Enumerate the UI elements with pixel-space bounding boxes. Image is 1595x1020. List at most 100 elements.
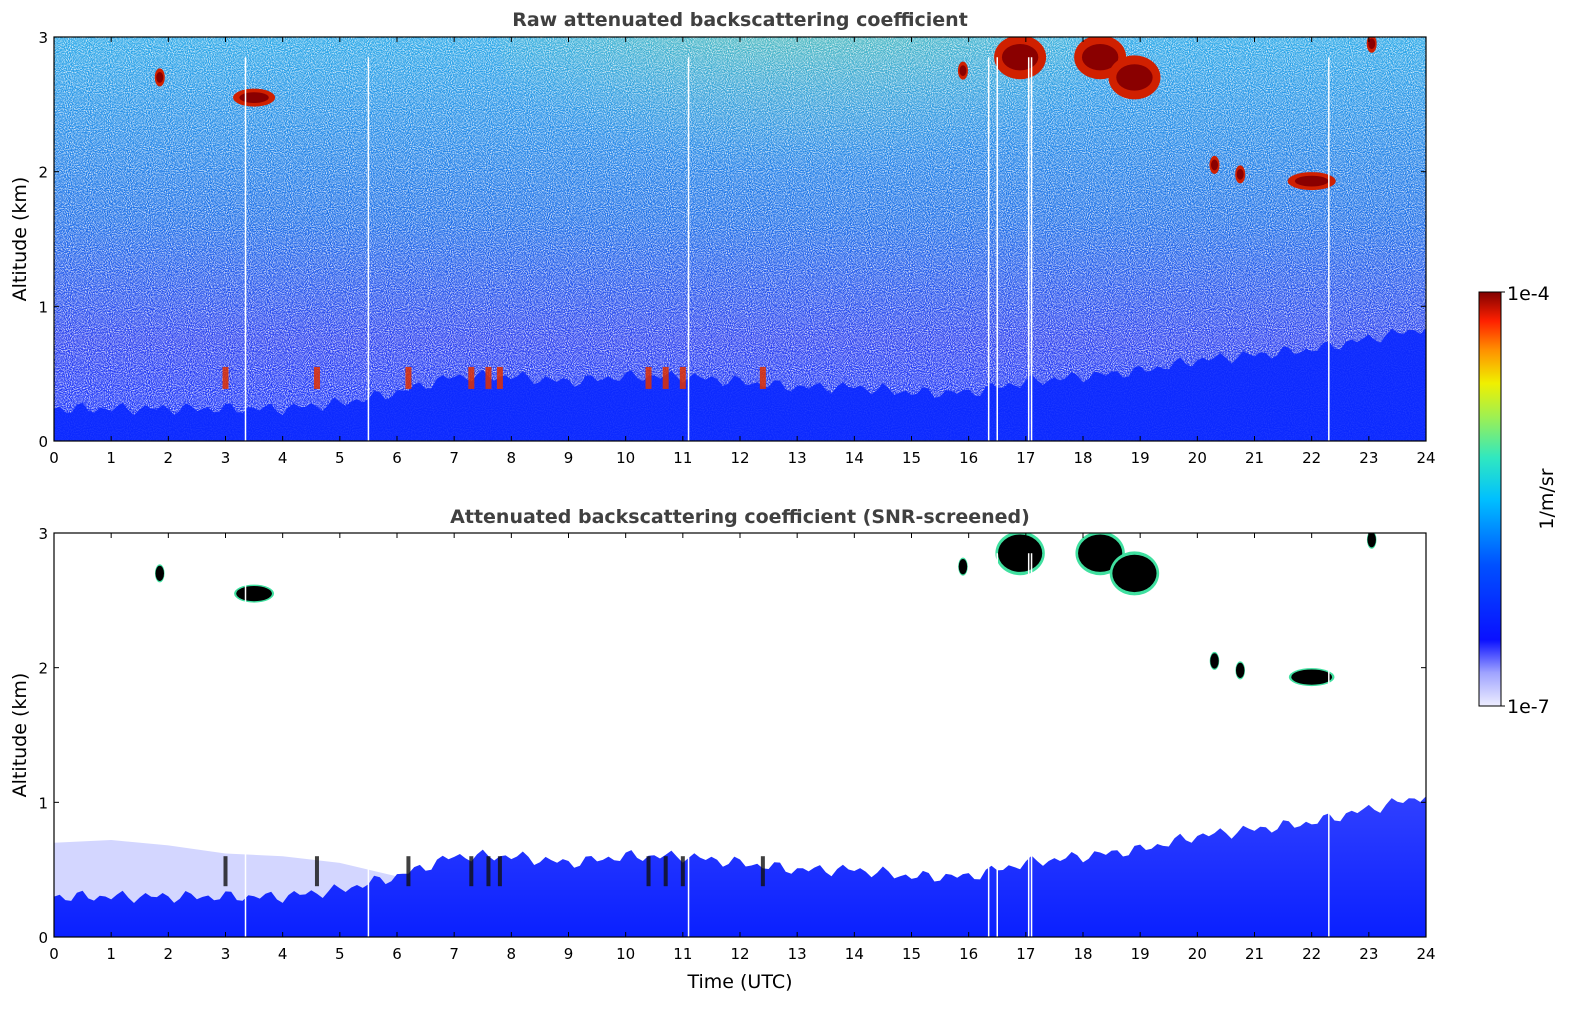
aerosol-streak-mark (679, 366, 686, 389)
colorbar-max-label: 1e-4 (1507, 283, 1550, 305)
screened-cloud-mark (1210, 653, 1219, 669)
y-tick-label: 1 (38, 298, 48, 316)
raw-panel-title: Raw attenuated backscattering coefficien… (512, 9, 968, 31)
raw-x-ticks: 0 1 2 3 4 5 6 7 8 9 10 11 12 13 14 15 16 17 18 19 20 21 22 23 24 (49, 37, 1436, 467)
x-tick-label: 5 (335, 945, 345, 963)
aerosol-streak-mark (759, 366, 766, 389)
y-tick-label: 3 (38, 29, 48, 47)
aerosol-streak-mark (313, 366, 320, 389)
x-tick-label: 22 (1302, 945, 1321, 963)
screened-heatmap (54, 533, 1426, 937)
x-tick-label: 20 (1188, 945, 1207, 963)
colorbar-min-label: 1e-7 (1507, 696, 1550, 718)
x-tick-label: 7 (449, 945, 459, 963)
aerosol-streak-mark (662, 366, 669, 389)
raw-data-gaps (244, 57, 1330, 441)
screened-panel-title: Attenuated backscattering coefficient (S… (450, 506, 1030, 528)
cloud-core-mark (1294, 175, 1329, 187)
x-tick-label: 6 (392, 945, 402, 963)
x-axis-label: Time (UTC) (686, 971, 792, 993)
screened-aerosol-streak-mark (486, 856, 491, 887)
raw-heatmap (54, 37, 1426, 441)
screened-aerosol-streak-mark (469, 856, 474, 887)
x-tick-label: 5 (335, 449, 345, 467)
cloud-core-mark (156, 72, 164, 83)
x-tick-label: 22 (1302, 449, 1321, 467)
screened-aerosol-streak-mark (646, 856, 651, 887)
raw-y-ticks: 0 1 2 3 (38, 29, 1426, 451)
x-tick-label: 21 (1245, 449, 1264, 467)
screened-cloud-mark (236, 585, 272, 602)
colorbar: 1e-4 1e-7 1/m/sr (1478, 283, 1558, 718)
x-tick-label: 12 (730, 449, 749, 467)
x-tick-label: 2 (164, 945, 174, 963)
raw-panel: Raw attenuated backscattering coefficien… (9, 9, 1436, 467)
screened-aerosol-streak-mark (314, 856, 319, 887)
screened-boundary-layer (54, 796, 1426, 937)
x-tick-label: 18 (1073, 449, 1092, 467)
screened-cloud-mark (155, 565, 165, 582)
aerosol-streak-mark (645, 366, 652, 389)
y-tick-label: 1 (38, 794, 48, 812)
screened-cloud-mark (998, 534, 1043, 572)
aerosol-streak-mark (485, 366, 492, 389)
x-tick-label: 4 (278, 945, 288, 963)
x-tick-label: 14 (845, 449, 864, 467)
x-tick-label: 16 (959, 945, 978, 963)
x-tick-label: 14 (845, 945, 864, 963)
screened-aerosol-streak-mark (497, 856, 502, 887)
x-tick-label: 19 (1131, 449, 1150, 467)
screened-cloud-mark (1235, 662, 1245, 679)
raw-boundary-layer (54, 328, 1426, 441)
x-tick-label: 16 (959, 449, 978, 467)
x-tick-label: 6 (392, 449, 402, 467)
x-tick-label: 23 (1359, 449, 1378, 467)
x-tick-label: 7 (449, 449, 459, 467)
x-tick-label: 10 (616, 449, 635, 467)
cloud-core-mark (239, 92, 269, 103)
cloud-core-mark (1368, 38, 1376, 50)
y-tick-label: 0 (38, 433, 48, 451)
screened-panel: Attenuated backscattering coefficient (S… (9, 506, 1436, 993)
x-tick-label: 17 (1016, 449, 1035, 467)
cloud-core-mark (1210, 159, 1218, 171)
screened-aerosol-streak-mark (663, 856, 668, 887)
x-tick-label: 4 (278, 449, 288, 467)
x-tick-label: 15 (902, 449, 921, 467)
colorbar-gradient (1478, 291, 1502, 707)
x-tick-label: 12 (730, 945, 749, 963)
screened-cloud-mark (958, 559, 968, 575)
screened-data-gaps (244, 553, 1330, 937)
x-tick-label: 23 (1359, 945, 1378, 963)
x-tick-label: 11 (673, 945, 692, 963)
x-tick-label: 1 (106, 945, 116, 963)
screened-cloud-mark (1367, 533, 1376, 548)
x-tick-label: 1 (106, 449, 116, 467)
raw-y-axis-label: Altitude (km) (9, 177, 31, 302)
x-tick-label: 3 (221, 945, 231, 963)
x-tick-label: 24 (1416, 945, 1435, 963)
x-tick-label: 17 (1016, 945, 1035, 963)
x-tick-label: 13 (788, 449, 807, 467)
x-tick-label: 10 (616, 945, 635, 963)
x-tick-label: 11 (673, 449, 692, 467)
x-tick-label: 3 (221, 449, 231, 467)
y-tick-label: 3 (38, 525, 48, 543)
aerosol-streak-mark (405, 366, 412, 389)
x-tick-label: 2 (164, 449, 174, 467)
cloud-core-mark (1081, 44, 1119, 71)
screened-cloud-mark (1291, 669, 1333, 685)
screened-y-axis-label: Altitude (km) (9, 673, 31, 798)
screened-x-ticks: 0 1 2 3 4 5 6 7 8 9 10 11 12 13 14 15 16 17 18 19 20 21 22 23 24 (49, 533, 1436, 963)
x-tick-label: 18 (1073, 945, 1092, 963)
y-tick-label: 2 (38, 164, 48, 182)
screened-y-ticks: 0 1 2 3 (38, 525, 1426, 947)
x-tick-label: 21 (1245, 945, 1264, 963)
y-tick-label: 2 (38, 660, 48, 678)
cloud-core-mark (1001, 44, 1039, 71)
screened-cloud-mark (1078, 534, 1123, 572)
aerosol-streak-mark (468, 366, 475, 389)
screened-aerosol-streak-mark (223, 856, 228, 887)
cloud-core-mark (1236, 168, 1244, 180)
